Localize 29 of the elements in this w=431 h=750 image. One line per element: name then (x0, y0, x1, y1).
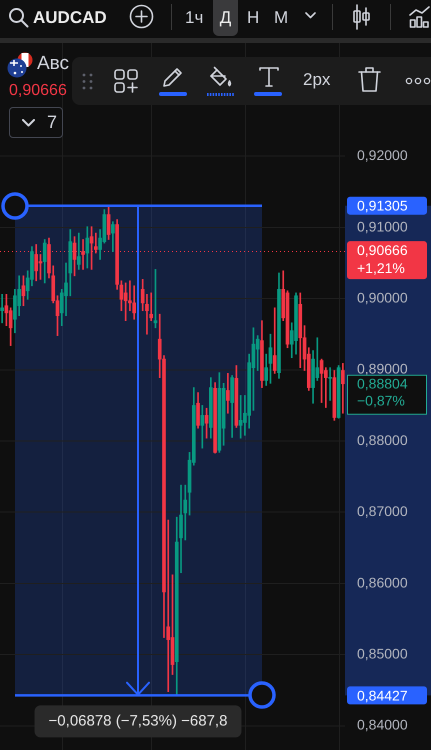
text: Авс (37, 53, 70, 74)
annotation: 0,90666 (9, 82, 67, 99)
y-tick-label: 0,85000 (357, 645, 408, 662)
y-tick-label: 0,92000 (357, 147, 408, 164)
y-tick-label: 0,90000 (357, 289, 408, 306)
chart-title: AUDCAD (33, 8, 107, 27)
y-tick-label: 0,89000 (357, 360, 408, 377)
text: +1,21% (357, 260, 405, 276)
toggle-button: 7 (9, 107, 63, 138)
toolbar: 2px (72, 57, 431, 105)
text: М (274, 8, 288, 27)
y-tick-label: 0,91000 (357, 218, 408, 234)
candlestick (154, 269, 158, 328)
candlestick (38, 254, 42, 280)
text: 0,84427 (357, 687, 408, 704)
annotation: 7 (47, 112, 58, 132)
text: Д (218, 8, 232, 27)
band-label: −0,06878 (−7,53%) −687,8 (48, 712, 228, 730)
text: 1ч (185, 8, 204, 27)
text: −0,87% (357, 392, 405, 409)
annotation: 2px (303, 70, 330, 89)
y-tick-label: 0,88000 (357, 432, 408, 448)
text: 0,88804 (357, 376, 408, 392)
ref-line-label: 0,90666 (357, 242, 408, 258)
y-tick-label: 0,87000 (357, 503, 408, 520)
text: 0,91305 (357, 198, 408, 214)
y-tick-label: 0,86000 (357, 574, 408, 590)
y-tick-label: 0,84000 (357, 716, 408, 733)
text: Н (247, 8, 260, 27)
